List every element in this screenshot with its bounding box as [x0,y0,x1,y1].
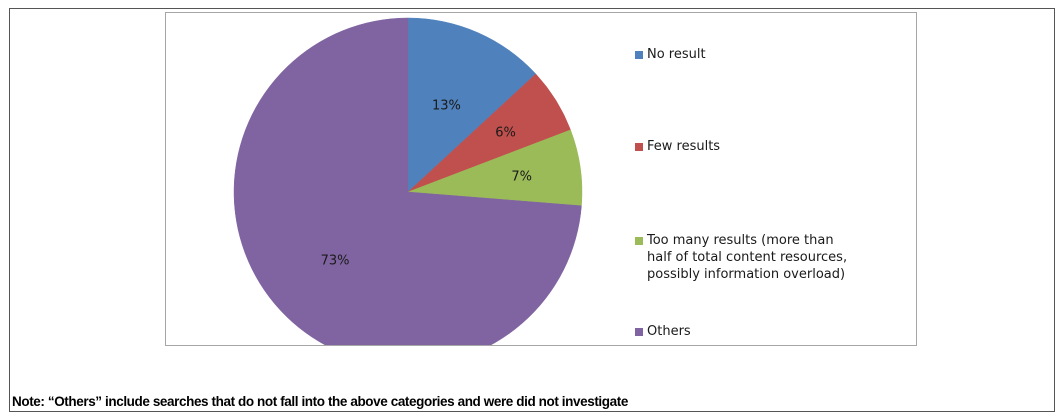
legend-label-others: Others [647,324,691,339]
legend-item-no-result: No result [635,46,862,63]
data-label-others: 73% [321,253,350,268]
data-label-no-result: 13% [432,98,461,113]
pie-slice-others [233,17,582,345]
legend-swatch-no-result [635,51,643,59]
legend-item-others: Others [635,323,862,340]
legend-label-no-result: No result [647,47,706,62]
footnote: Note: “Others” include searches that do … [12,394,628,409]
data-label-few-results: 6% [495,126,516,141]
legend-label-too-many-results: Too many results (more than half of tota… [647,233,848,282]
legend-label-few-results: Few results [647,139,721,154]
legend-swatch-too-many-results [635,237,643,245]
legend-item-too-many-results: Too many results (more than half of tota… [635,232,862,283]
pie-chart: 13% 6% 7% 73% [233,17,583,345]
legend-swatch-others [635,328,643,336]
data-label-too-many-results: 7% [511,170,532,185]
pie-slice-no-result [407,17,537,193]
chart-area: 13% 6% 7% 73% No result Few results Too man… [165,12,917,346]
figure-frame [9,8,1055,412]
legend-swatch-few-results [635,143,643,151]
legend: No result Few results Too many results (… [635,13,915,343]
legend-item-few-results: Few results [635,138,862,155]
